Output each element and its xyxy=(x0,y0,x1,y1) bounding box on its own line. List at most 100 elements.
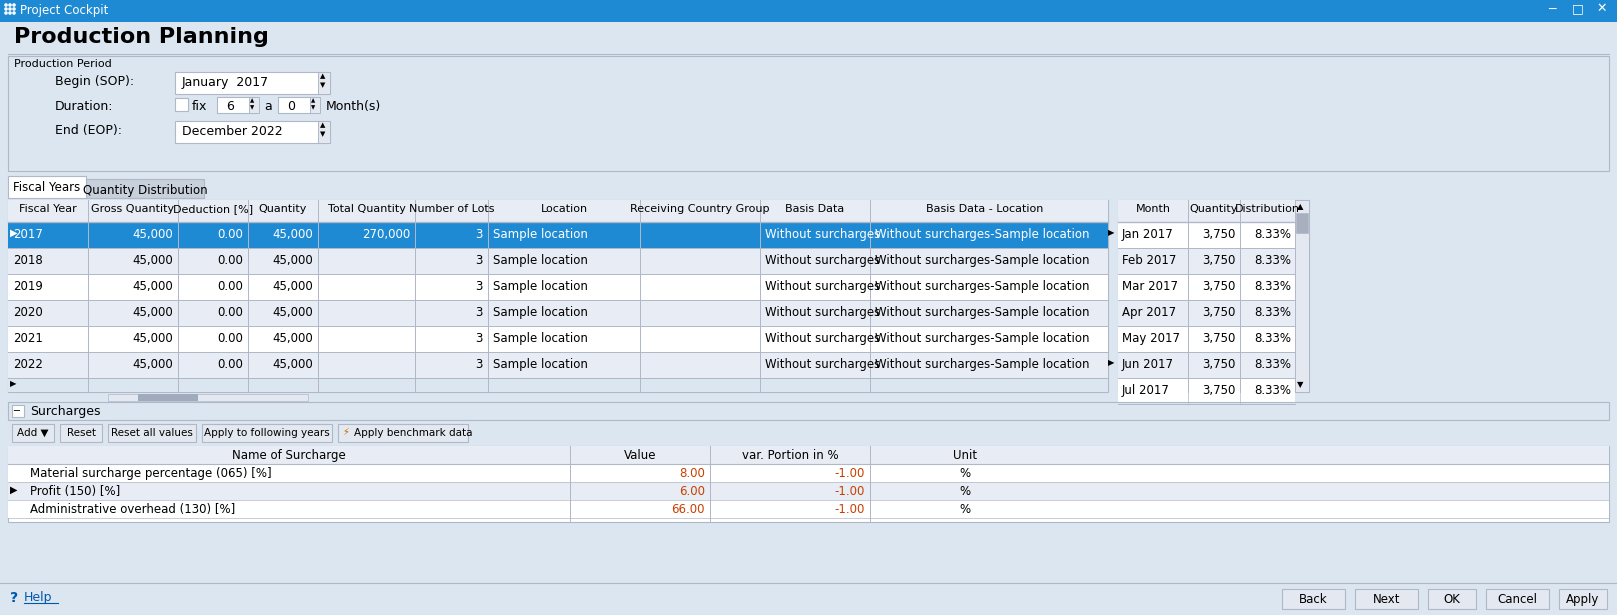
Text: 3: 3 xyxy=(475,332,483,345)
Text: ▼: ▼ xyxy=(1297,380,1303,389)
Text: Unit: Unit xyxy=(952,449,977,462)
Text: Help: Help xyxy=(24,591,52,604)
Bar xyxy=(1117,378,1295,404)
Text: Material surcharge percentage (065) [%]: Material surcharge percentage (065) [%] xyxy=(31,467,272,480)
Text: a: a xyxy=(264,100,272,113)
Text: Quantity: Quantity xyxy=(259,204,307,214)
Text: Without surcharges-Sample location: Without surcharges-Sample location xyxy=(875,228,1090,241)
Text: ▲: ▲ xyxy=(320,73,325,79)
Text: Without surcharges: Without surcharges xyxy=(765,254,880,267)
Bar xyxy=(175,121,330,143)
Text: ▲: ▲ xyxy=(251,98,254,103)
Text: 8.33%: 8.33% xyxy=(1255,332,1290,345)
Bar xyxy=(319,121,330,143)
Text: %: % xyxy=(959,467,970,480)
Text: ▼: ▼ xyxy=(310,105,315,110)
Text: Reset all values: Reset all values xyxy=(112,428,192,438)
Text: 45,000: 45,000 xyxy=(272,306,314,319)
Text: Deduction [%]: Deduction [%] xyxy=(173,204,254,214)
Text: 45,000: 45,000 xyxy=(272,228,314,241)
Text: Without surcharges: Without surcharges xyxy=(765,306,880,319)
Text: 270,000: 270,000 xyxy=(362,228,411,241)
Bar xyxy=(108,394,307,401)
Text: 8.00: 8.00 xyxy=(679,467,705,480)
Text: Number of Lots: Number of Lots xyxy=(409,204,495,214)
Text: Jun 2017: Jun 2017 xyxy=(1122,358,1174,371)
Text: Sample location: Sample location xyxy=(493,306,589,319)
Text: ▶: ▶ xyxy=(10,228,18,238)
Text: Without surcharges: Without surcharges xyxy=(765,332,880,345)
Text: Next: Next xyxy=(1373,593,1400,606)
Text: 3: 3 xyxy=(475,228,483,241)
Text: December 2022: December 2022 xyxy=(183,125,283,138)
Text: Surcharges: Surcharges xyxy=(31,405,100,418)
Text: 8.33%: 8.33% xyxy=(1255,384,1290,397)
Bar xyxy=(8,402,1609,420)
Bar xyxy=(175,72,330,94)
Text: Fiscal Year: Fiscal Year xyxy=(19,204,78,214)
Bar xyxy=(8,464,1609,482)
Text: Sample location: Sample location xyxy=(493,228,589,241)
Text: 2022: 2022 xyxy=(13,358,44,371)
Text: 2017: 2017 xyxy=(13,228,44,241)
Text: Sample location: Sample location xyxy=(493,280,589,293)
Bar xyxy=(8,300,1108,326)
Text: Mar 2017: Mar 2017 xyxy=(1122,280,1179,293)
Text: Month(s): Month(s) xyxy=(327,100,382,113)
Bar xyxy=(8,274,1108,300)
Text: 0.00: 0.00 xyxy=(217,358,243,371)
Text: OK: OK xyxy=(1444,593,1460,606)
Text: 66.00: 66.00 xyxy=(671,503,705,516)
Text: ▶: ▶ xyxy=(1108,228,1114,237)
Text: Production Planning: Production Planning xyxy=(15,27,268,47)
Text: 0.00: 0.00 xyxy=(217,332,243,345)
Bar xyxy=(278,97,315,113)
Text: ?: ? xyxy=(10,591,18,605)
Text: ▼: ▼ xyxy=(320,82,325,88)
Text: 45,000: 45,000 xyxy=(133,358,173,371)
Text: 3,750: 3,750 xyxy=(1203,280,1235,293)
Text: Jan 2017: Jan 2017 xyxy=(1122,228,1174,241)
Text: ▼: ▼ xyxy=(320,131,325,137)
Bar xyxy=(8,222,1108,248)
Bar xyxy=(202,424,331,442)
Text: Name of Surcharge: Name of Surcharge xyxy=(233,449,346,462)
Text: 45,000: 45,000 xyxy=(133,280,173,293)
Bar xyxy=(1355,589,1418,609)
Text: 3: 3 xyxy=(475,280,483,293)
Text: 8.33%: 8.33% xyxy=(1255,228,1290,241)
Bar xyxy=(310,97,320,113)
Bar xyxy=(137,394,197,401)
Text: Basis Data: Basis Data xyxy=(786,204,844,214)
Text: 3,750: 3,750 xyxy=(1203,254,1235,267)
Text: Apply: Apply xyxy=(1567,593,1599,606)
Text: ─: ─ xyxy=(1547,3,1556,16)
Bar xyxy=(1117,248,1295,274)
Bar xyxy=(8,446,1609,464)
Text: Project Cockpit: Project Cockpit xyxy=(19,4,108,17)
Circle shape xyxy=(13,4,15,6)
Text: 2021: 2021 xyxy=(13,332,44,345)
Text: 2018: 2018 xyxy=(13,254,42,267)
Text: Without surcharges-Sample location: Without surcharges-Sample location xyxy=(875,254,1090,267)
Text: Feb 2017: Feb 2017 xyxy=(1122,254,1177,267)
Text: 3: 3 xyxy=(475,254,483,267)
Text: Location: Location xyxy=(540,204,587,214)
Text: Apply to following years: Apply to following years xyxy=(204,428,330,438)
Text: 8.33%: 8.33% xyxy=(1255,306,1290,319)
Bar xyxy=(1117,274,1295,300)
Text: Without surcharges-Sample location: Without surcharges-Sample location xyxy=(875,358,1090,371)
Text: Cancel: Cancel xyxy=(1497,593,1538,606)
Bar xyxy=(8,378,1108,392)
Text: 3,750: 3,750 xyxy=(1203,384,1235,397)
Text: 45,000: 45,000 xyxy=(133,332,173,345)
Bar xyxy=(1117,300,1295,326)
Text: var. Portion in %: var. Portion in % xyxy=(742,449,838,462)
Text: Without surcharges-Sample location: Without surcharges-Sample location xyxy=(875,306,1090,319)
Text: 8.33%: 8.33% xyxy=(1255,280,1290,293)
Text: 6: 6 xyxy=(226,100,234,113)
Text: 3,750: 3,750 xyxy=(1203,306,1235,319)
Text: ▼: ▼ xyxy=(251,105,254,110)
Text: -1.00: -1.00 xyxy=(834,503,865,516)
Text: %: % xyxy=(959,503,970,516)
